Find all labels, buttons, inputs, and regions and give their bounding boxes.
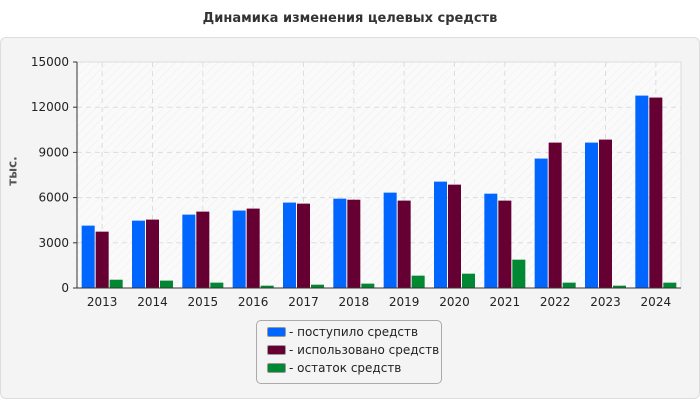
legend-swatch [267, 327, 286, 337]
bar-1-2023 [585, 142, 598, 288]
bar-3-2021 [512, 259, 526, 288]
bar-2-2023 [599, 139, 612, 288]
y-tick-label: 12000 [31, 100, 69, 114]
y-axis-label: тыс. [5, 156, 20, 186]
bar-1-2014 [132, 220, 145, 288]
x-tick-label: 2019 [389, 295, 420, 309]
bar-1-2020 [434, 181, 447, 288]
bar-2-2021 [498, 200, 512, 288]
x-tick-label: 2013 [87, 295, 118, 309]
plot-area [76, 61, 682, 289]
bar-1-2016 [232, 210, 246, 288]
bar-1-2019 [383, 192, 397, 288]
x-tick-label: 2023 [590, 295, 621, 309]
x-tick-label: 2017 [288, 295, 319, 309]
bar-3-2019 [411, 275, 425, 288]
y-tick-label: 3000 [38, 236, 69, 250]
x-tick-label: 2024 [641, 295, 672, 309]
bar-2-2014 [146, 219, 159, 288]
legend-swatch [267, 345, 286, 355]
bar-2-2020 [448, 184, 461, 288]
legend-swatch [267, 363, 286, 373]
x-tick-label: 2021 [490, 295, 521, 309]
bar-3-2023 [613, 285, 626, 288]
y-tick-label: 6000 [38, 191, 69, 205]
bar-2-2019 [397, 200, 411, 288]
bar-3-2020 [462, 273, 475, 288]
bar-2-2015 [196, 211, 210, 288]
bar-2-2017 [297, 203, 310, 288]
bar-1-2024 [635, 95, 649, 288]
bar-1-2017 [283, 202, 296, 288]
legend-item: - поступило средств [267, 324, 418, 340]
x-tick-label: 2018 [339, 295, 370, 309]
x-tick-label: 2014 [137, 295, 168, 309]
bar-1-2018 [333, 198, 347, 288]
bar-3-2018 [361, 283, 375, 288]
legend: - поступило средств - использовано средст… [256, 320, 442, 384]
bar-2-2022 [548, 142, 562, 288]
bar-2-2018 [347, 199, 361, 288]
bar-3-2016 [260, 285, 274, 288]
chart-title: Динамика изменения целевых средств [202, 11, 498, 26]
legend-label: - использовано средств [289, 343, 440, 357]
bar-3-2013 [109, 279, 123, 288]
x-tick-label: 2016 [238, 295, 269, 309]
bar-1-2021 [484, 193, 498, 288]
y-tick-label: 15000 [31, 55, 69, 69]
y-tick-label: 0 [61, 281, 69, 295]
x-tick-label: 2022 [540, 295, 571, 309]
y-tick-label: 9000 [38, 145, 69, 159]
bar-1-2013 [81, 225, 95, 288]
bar-2-2024 [649, 97, 663, 288]
bar-1-2022 [534, 158, 548, 288]
bar-1-2015 [182, 214, 196, 288]
x-tick-label: 2015 [188, 295, 219, 309]
x-tick-label: 2020 [439, 295, 470, 309]
bar-2-2013 [95, 231, 109, 288]
legend-item: - использовано средств [267, 342, 439, 358]
legend-label: - остаток средств [289, 361, 402, 375]
bar-3-2022 [562, 282, 576, 288]
legend-item: - остаток средств [267, 360, 401, 376]
bar-2-2016 [246, 208, 260, 288]
bar-3-2014 [160, 280, 173, 288]
legend-label: - поступило средств [289, 325, 419, 339]
bar-3-2015 [210, 282, 224, 288]
bar-3-2017 [311, 284, 324, 288]
bar-3-2024 [663, 282, 677, 288]
